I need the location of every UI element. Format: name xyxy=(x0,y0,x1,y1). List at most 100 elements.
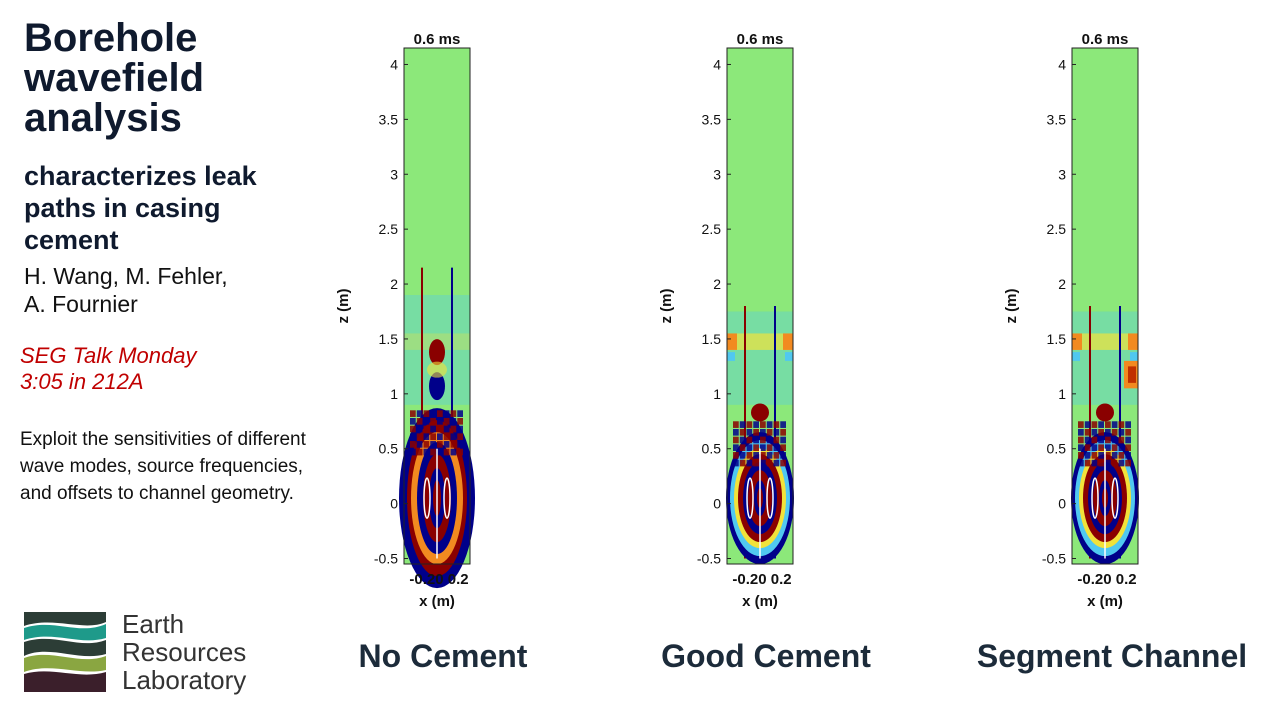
white-trace-left xyxy=(746,477,754,519)
checker-cell xyxy=(760,436,766,444)
checker-cell xyxy=(443,433,450,441)
checker-cell xyxy=(746,452,753,459)
checker-cell xyxy=(1105,452,1111,459)
checker-cell xyxy=(450,441,457,448)
checker-cell xyxy=(1118,452,1125,459)
checker-cell xyxy=(746,436,753,444)
logo-text: Earth Resources Laboratory xyxy=(122,610,246,694)
checker-cell xyxy=(780,421,786,428)
y-tick-label: 2.5 xyxy=(379,221,399,237)
checker-cell xyxy=(1098,421,1104,428)
edge-orange-left xyxy=(1072,333,1082,350)
checker-cell xyxy=(437,410,443,417)
checker-cell xyxy=(766,428,773,436)
y-axis-label: z (m) xyxy=(658,289,675,324)
erl-logo-icon xyxy=(24,612,106,692)
y-tick-label: 3 xyxy=(390,166,398,182)
checker-cell xyxy=(773,459,780,467)
checker-cell xyxy=(1084,459,1091,467)
y-tick-label: 3 xyxy=(713,166,721,182)
checker-cell xyxy=(739,436,746,444)
subtitle: characterizes leak paths in casing cemen… xyxy=(24,161,257,255)
y-tick-label: 1.5 xyxy=(379,331,399,347)
y-axis-label: z (m) xyxy=(335,289,352,324)
checker-cell xyxy=(1078,436,1084,444)
checker-cell xyxy=(766,459,773,467)
edge-cyan-left xyxy=(1072,352,1080,361)
plot-time-title: 0.6 ms xyxy=(737,31,784,48)
plot-frame xyxy=(1071,47,1139,565)
checker-cell xyxy=(773,436,780,444)
checker-cell xyxy=(437,448,443,456)
white-trace-left xyxy=(423,477,431,519)
panel-no-cement: 4 3.5 3 2.5 2 1.5 1 0.5 0 -0.5 0.6 ms -0.20 0.2 x (m… xyxy=(334,28,494,618)
upper-band xyxy=(1072,311,1138,405)
checker-cell xyxy=(733,436,739,444)
y-tick-label: 3.5 xyxy=(1047,111,1067,127)
checker-cell xyxy=(1125,421,1131,428)
checker-cell xyxy=(1111,452,1118,459)
checker-cell xyxy=(1111,444,1118,452)
checker-cell xyxy=(437,425,443,433)
y-tick-label: 1.5 xyxy=(1047,331,1067,347)
checker-cell xyxy=(1111,459,1118,467)
checker-cell xyxy=(430,433,436,441)
logo-line-1: Earth xyxy=(122,609,185,639)
title-line-1: Borehole xyxy=(24,16,198,60)
checker-cell xyxy=(780,436,786,444)
x-tick-labels: -0.20 0.2 xyxy=(1077,571,1136,588)
checker-cell xyxy=(457,425,463,433)
checker-cell xyxy=(753,459,759,467)
edge-cyan-right xyxy=(785,352,793,361)
x-axis-label: x (m) xyxy=(742,593,778,610)
checker-cell xyxy=(760,444,766,452)
checker-cell xyxy=(733,459,739,467)
checker-cell xyxy=(1078,452,1084,459)
checker-cell xyxy=(416,433,423,441)
white-trace-left xyxy=(1091,477,1099,519)
y-tick-label: -0.5 xyxy=(697,551,721,567)
checker-cell xyxy=(443,425,450,433)
checker-cell xyxy=(1084,444,1091,452)
y-tick-label: 2 xyxy=(713,276,721,292)
checker-cell xyxy=(1091,444,1098,452)
checker-cell xyxy=(773,444,780,452)
checker-cell xyxy=(430,417,436,425)
checker-cell xyxy=(739,452,746,459)
y-axis-label: z (m) xyxy=(1003,289,1020,324)
checker-cell xyxy=(733,444,739,452)
channel-anomaly-core xyxy=(1128,366,1136,383)
checker-cell xyxy=(1125,444,1131,452)
checker-cell xyxy=(457,417,463,425)
talk-line-1: SEG Talk Monday xyxy=(20,343,197,368)
wavefield-marks xyxy=(1071,306,1139,565)
checker-cell xyxy=(753,421,759,428)
logo-line-3: Laboratory xyxy=(122,665,247,695)
checker-cell xyxy=(416,425,423,433)
checker-cell xyxy=(1098,452,1104,459)
checker-cell xyxy=(1118,421,1125,428)
checker-cell xyxy=(1091,421,1098,428)
checker-cell xyxy=(450,448,457,456)
y-tick-label: 3.5 xyxy=(702,111,722,127)
checker-cell xyxy=(1084,452,1091,459)
checker-cell xyxy=(1105,436,1111,444)
checker-cell xyxy=(457,410,463,417)
checker-cell xyxy=(753,452,759,459)
checker-cell xyxy=(1125,459,1131,467)
y-tick-label: 3 xyxy=(1058,166,1066,182)
checker-cell xyxy=(450,425,457,433)
checker-cell xyxy=(739,444,746,452)
checker-cell xyxy=(1091,436,1098,444)
y-tick-label: 1 xyxy=(390,386,398,402)
y-tick-label: 2.5 xyxy=(1047,221,1067,237)
y-tick-label: 2 xyxy=(390,276,398,292)
y-tick-label: -0.5 xyxy=(374,551,398,567)
y-tick-label: 3.5 xyxy=(379,111,399,127)
wavefield-plot: 4 3.5 3 2.5 2 1.5 1 0.5 0 -0.5 0.6 ms -0.20 0.2 x (m… xyxy=(1003,31,1139,610)
authors-line-2: A. Fournier xyxy=(24,291,138,317)
panel-segment-channel: 4 3.5 3 2.5 2 1.5 1 0.5 0 -0.5 0.6 ms -0.20 0.2 x (m… xyxy=(1002,28,1162,618)
checker-cell xyxy=(443,417,450,425)
checker-cell xyxy=(746,444,753,452)
title: Borehole wavefield analysis xyxy=(24,18,204,138)
